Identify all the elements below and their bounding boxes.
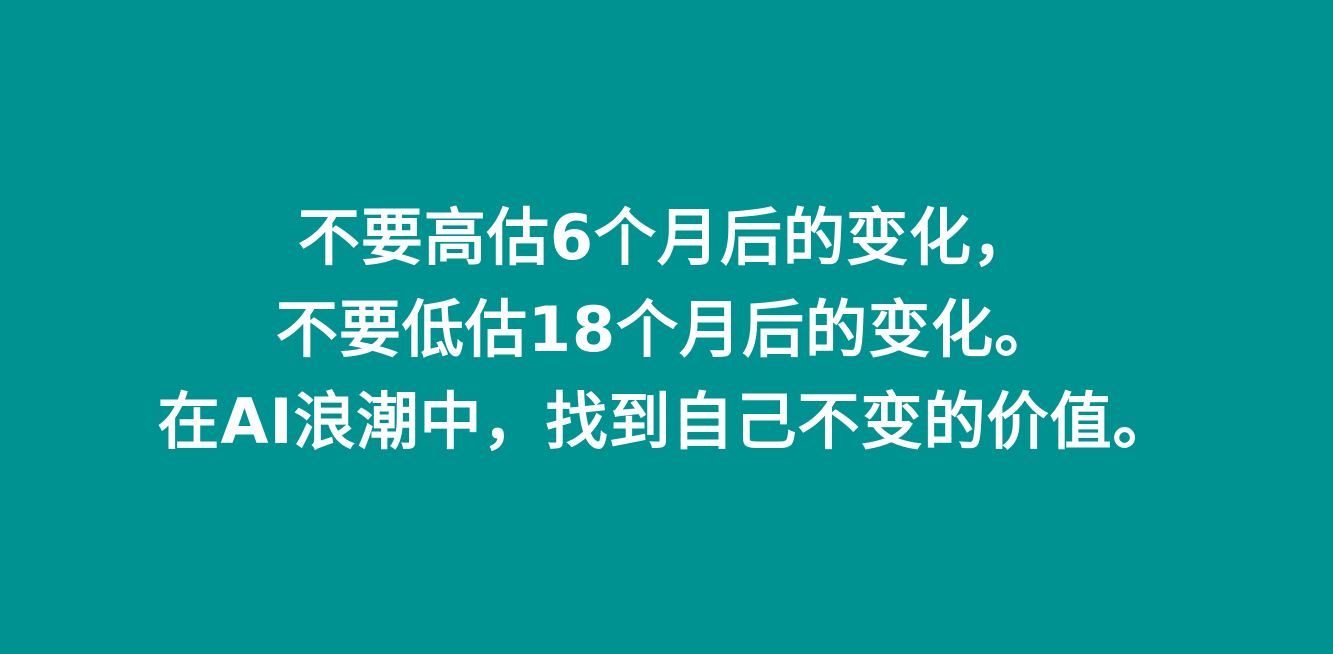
quote-text: 不要高估6个月后的变化， 不要低估18个月后的变化。 在AI浪潮中，找到自己不变… <box>0 192 1333 468</box>
quote-line-2: 不要低估18个月后的变化。 <box>275 293 1058 366</box>
quote-line-3: 在AI浪潮中，找到自己不变的价值。 <box>157 385 1176 458</box>
quote-line-1: 不要高估6个月后的变化， <box>297 201 1036 274</box>
